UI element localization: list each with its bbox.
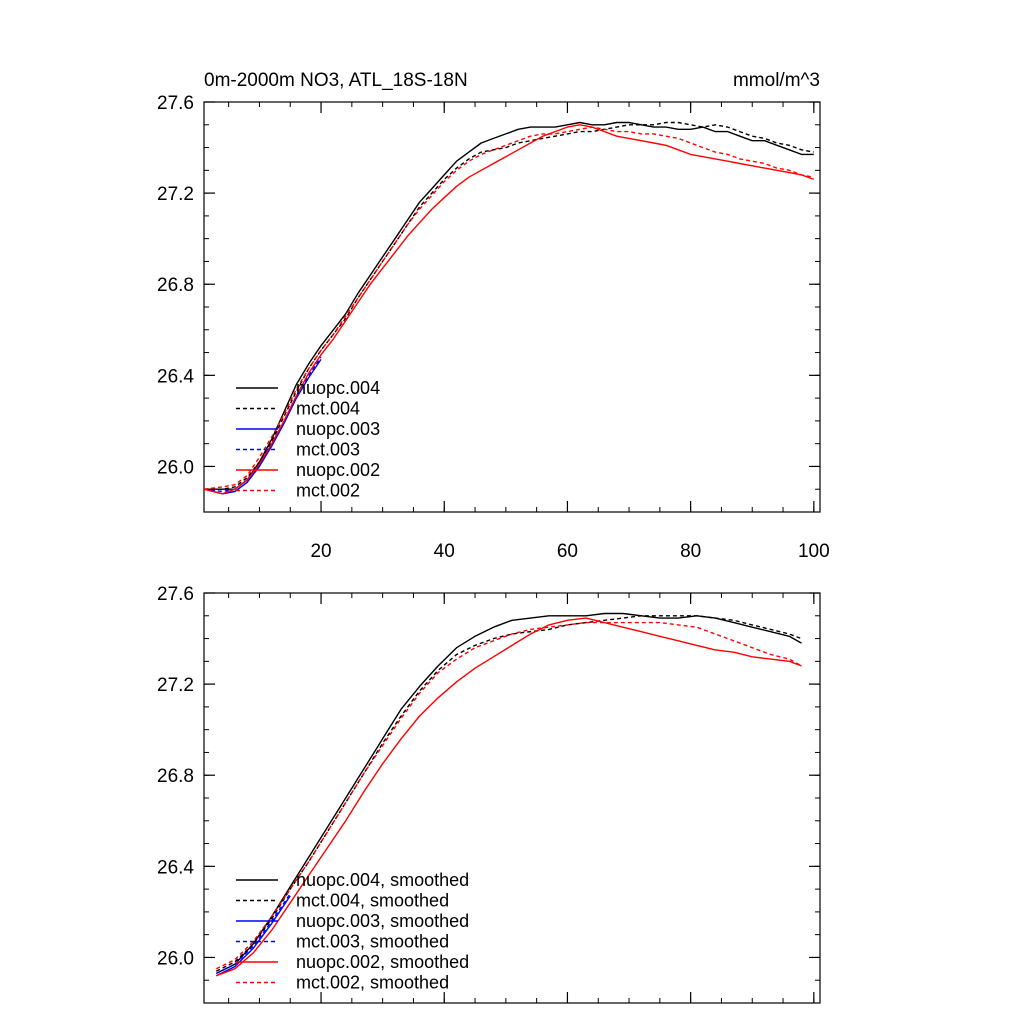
series-line-mct-002-smoothed — [215, 621, 802, 970]
series-line-nuopc-002 — [204, 124, 815, 495]
y-tick-label: 27.6 — [157, 93, 194, 114]
y-tick-label: 26.0 — [157, 948, 194, 969]
legend-label: mct.004, smoothed — [296, 891, 449, 911]
series-line-nuopc-003 — [204, 359, 322, 495]
y-tick-label: 26.8 — [157, 766, 194, 787]
legend-label: mct.003, smoothed — [296, 932, 449, 952]
chart-title: 0m-2000m NO3, ATL_18S-18N — [204, 70, 468, 91]
legend-label: nuopc.002 — [296, 460, 380, 480]
y-tick-label: 26.0 — [157, 457, 194, 478]
series-line-mct-002 — [204, 126, 814, 490]
legend-label: nuopc.004 — [296, 378, 380, 398]
legend-label: mct.003 — [296, 440, 360, 460]
y-tick-label: 27.2 — [157, 184, 194, 205]
y-tick-label: 27.2 — [157, 675, 194, 696]
y-tick-label: 26.4 — [157, 857, 194, 878]
legend-label: nuopc.003, smoothed — [296, 911, 469, 931]
legend-label: mct.002, smoothed — [296, 973, 449, 993]
y-tick-label: 26.8 — [157, 275, 194, 296]
x-tick-label: 20 — [310, 541, 331, 562]
legend-label: nuopc.004, smoothed — [296, 870, 469, 890]
series-line-nuopc-003-smoothed — [215, 895, 291, 977]
x-tick-label: 80 — [680, 541, 701, 562]
series-line-mct-004 — [204, 121, 814, 490]
legend-label: mct.004 — [296, 399, 360, 419]
series-line-nuopc-002-smoothed — [216, 617, 802, 977]
y-tick-label: 27.6 — [157, 584, 194, 605]
units-label: mmol/m^3 — [733, 70, 820, 91]
legend-label: nuopc.002, smoothed — [296, 952, 469, 972]
series-line-nuopc-004 — [204, 121, 814, 490]
x-tick-label: 60 — [557, 541, 578, 562]
top-panel: 26.0 26.4 26.8 27.2 27.6 20 40 60 80 100 nuopc.004… — [157, 93, 830, 562]
x-tick-label: 100 — [798, 541, 830, 562]
x-tick-label: 40 — [434, 541, 455, 562]
y-tick-label: 26.4 — [157, 366, 194, 387]
legend-label: nuopc.003 — [296, 419, 380, 439]
legend-label: mct.002 — [296, 481, 360, 501]
